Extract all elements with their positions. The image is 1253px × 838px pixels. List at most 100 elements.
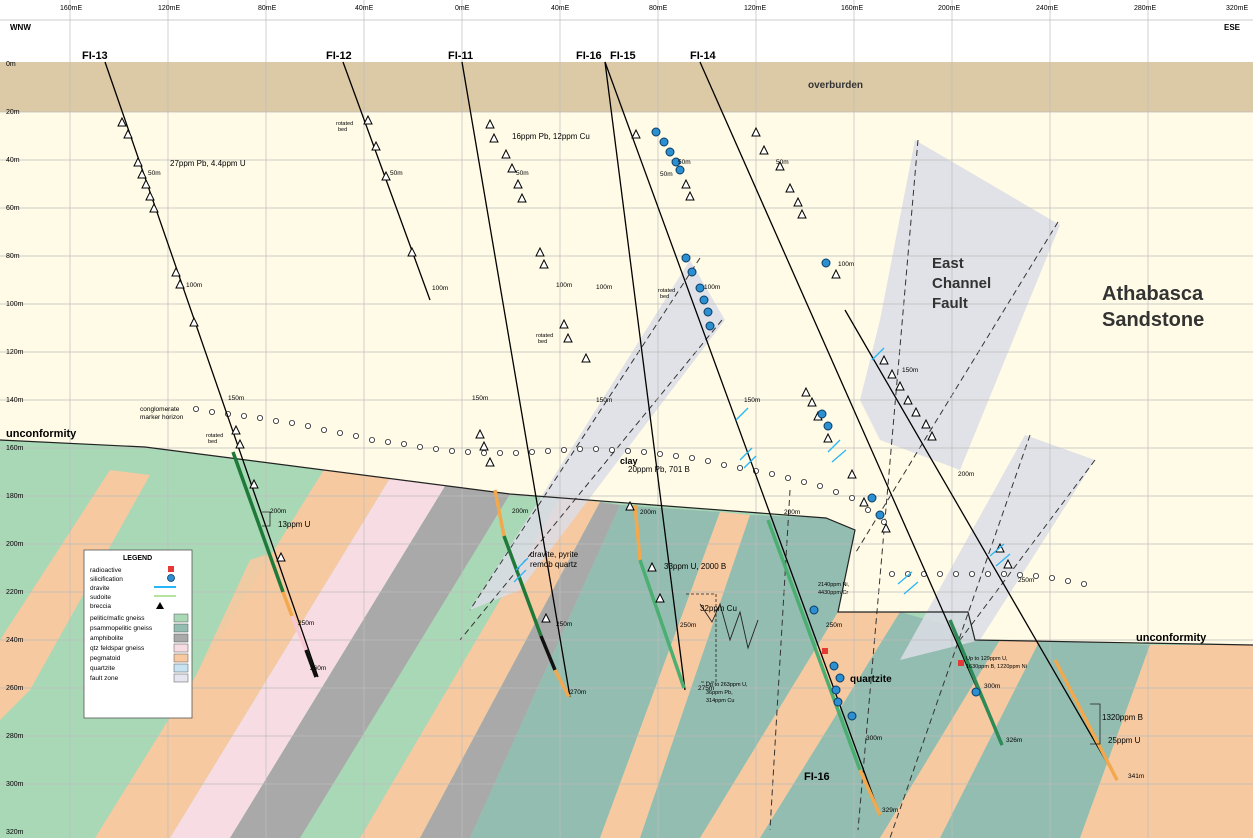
y-tick: 200m [6,541,24,548]
assay-annotation: 1320ppm B [1102,713,1143,722]
drill-hole-fi-14 [699,61,1004,746]
assay-annotation: 32ppm Cu [700,604,737,613]
dravite-symbols [513,347,1011,595]
hole-label: FI-16 [576,50,602,62]
legend-label: dravite [90,585,110,592]
depth-label: 250m [826,622,842,629]
depth-label: 150m [596,397,612,404]
rotated-bed-note: bed [660,294,669,300]
depth-label: 150m [472,395,488,402]
radioactive-swatch [168,566,174,572]
y-tick: 300m [6,781,24,788]
depth-markers: 50m 100m 150m 200m 250m 260m 50m 100m 50… [148,159,1144,814]
assay-annotation: 314ppm Cu [706,698,734,704]
rotated-bed-note: rotated [658,288,675,294]
x-tick: 280mE [1134,5,1157,12]
breccia-symbols [117,114,1013,623]
pelitic-swatch [173,613,189,623]
depth-label: 50m [516,170,529,177]
drill-hole-fi-15 [604,61,686,691]
depth-label: 329m [882,807,898,814]
y-tick: 180m [6,493,24,500]
legend-label: breccia [90,603,111,610]
assay-annotation: remob quartz [530,560,577,569]
x-tick: 160mE [841,5,864,12]
y-axis-labels: 0m 20m 40m 60m 80m 100m 120m 140m 160m 1… [6,61,24,836]
x-axis-labels: 160mE 120mE 80mE 40mE 0mE 40mE 80mE 120m… [60,5,1249,12]
depth-label: 150m [744,397,760,404]
assay-annotation: 13ppm U [278,520,311,529]
depth-label: 270m [570,689,586,696]
amphibolite-band [230,478,510,838]
legend-label: pelitic/mafic gneiss [90,615,145,622]
depth-label: 250m [556,621,572,628]
assay-bracket [686,593,717,683]
unconformity-label: unconformity [1136,632,1207,644]
fault-label: Fault [932,295,968,312]
psammo-band [470,505,720,838]
unconformity-label: unconformity [6,428,77,440]
fault-zone-east [900,435,1095,660]
breccia-swatch [156,602,164,609]
drill-hole-fi-12 [342,61,431,301]
legend: LEGEND radioactive silicification dravit… [83,549,193,719]
assay-annotation: 36ppm Pb, [706,690,733,696]
fault-zone-west [470,260,725,610]
assay-annotation: 4430ppm Cr [818,590,848,596]
radioactive-marker [822,648,828,654]
fault-zone-swatch [173,673,189,683]
x-tick: 120mE [744,5,767,12]
sandstone-label: Sandstone [1102,309,1204,331]
legend-label: sudoite [90,594,111,601]
pegmatoid-swatch [173,653,189,663]
depth-label: 50m [776,159,789,166]
depth-label: 150m [228,395,244,402]
pegmatoid-band [0,470,150,720]
amphibolite-swatch [173,633,189,643]
east-channel-fault-zone [860,140,1060,470]
rotated-bed-note: rotated [536,333,553,339]
depth-label: 326m [1006,737,1022,744]
rotated-bed-note: bed [208,439,217,445]
y-tick: 100m [6,301,24,308]
hole-label: FI-11 [448,50,473,62]
sandstone-label: Athabasca [1102,283,1204,305]
legend-label: qtz feldspar gneiss [90,645,145,652]
depth-label: 250m [680,622,696,629]
fault-label: East [932,255,964,272]
depth-label: 300m [866,735,882,742]
depth-label: 341m [1128,773,1144,780]
depth-label: 250m [298,620,314,627]
pegmatoid-band [120,540,310,838]
rotated-bed-note: bed [538,339,547,345]
depth-label: 200m [784,509,800,516]
marker-label: marker horizon [140,414,184,421]
depth-label: 50m [660,171,673,178]
assay-annotation: 20ppm Pb, 701 B [628,465,690,474]
depth-label: 50m [678,159,691,166]
assay-annotation: 16ppm Pb, 12ppm Cu [512,132,590,141]
hole-label: FI-16 [804,771,830,783]
x-tick: 0mE [455,5,470,12]
y-tick: 120m [6,349,24,356]
amphibolite-band [420,502,620,838]
y-tick: 0m [6,61,16,68]
rotated-bed-note: bed [338,127,347,133]
depth-label: 50m [390,170,403,177]
pegmatoid-band [700,612,900,838]
x-tick: 40mE [355,5,374,12]
overburden-label: overburden [808,80,863,91]
depth-label: 200m [512,508,528,515]
pegmatoid-band [360,498,600,838]
orientation-right: ESE [1224,23,1241,32]
legend-label: pegmatoid [90,655,121,662]
clay-label: clay [620,456,638,466]
pegmatoid-band [880,640,1040,838]
legend-label: psammopelitic gneiss [90,625,153,632]
depth-label: 200m [640,509,656,516]
y-tick: 160m [6,445,24,452]
hole-label: FI-14 [690,50,717,62]
depth-label: 100m [596,284,612,291]
